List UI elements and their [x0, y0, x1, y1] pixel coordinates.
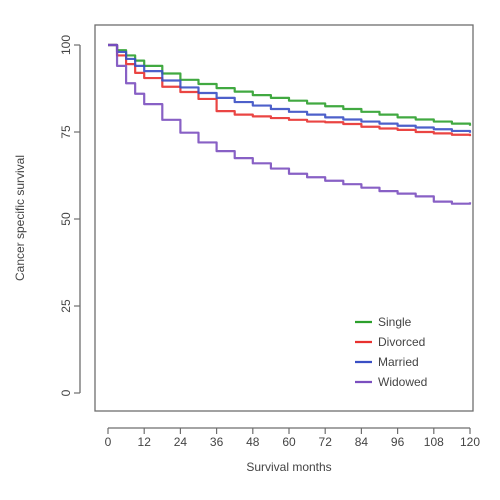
x-tick-label: 60 [282, 435, 296, 449]
series-lines [108, 43, 472, 205]
y-tick-label: 100 [59, 35, 73, 55]
x-tick-label: 12 [138, 435, 152, 449]
y-tick-label: 75 [59, 125, 73, 139]
x-tick-label: 84 [355, 435, 369, 449]
x-tick-label: 0 [105, 435, 112, 449]
series-line-married [108, 43, 472, 133]
legend-label-widowed: Widowed [378, 375, 427, 389]
legend-label-single: Single [378, 315, 412, 329]
x-axis-ticks: 0 12 24 36 48 60 72 84 96 108 120 [105, 428, 480, 449]
x-tick-label: 96 [391, 435, 405, 449]
legend-label-married: Married [378, 355, 419, 369]
x-tick-label: 48 [246, 435, 260, 449]
plot-frame [94, 24, 474, 412]
series-line-widowed [108, 43, 472, 205]
x-tick-label: 108 [424, 435, 444, 449]
x-tick-label: 72 [319, 435, 333, 449]
legend-label-divorced: Divorced [378, 335, 425, 349]
x-tick-label: 24 [174, 435, 188, 449]
series-line-single [108, 43, 472, 126]
series-line-divorced [108, 43, 472, 137]
y-axis-title: Cancer specific survival [13, 155, 27, 281]
y-tick-label: 0 [59, 389, 73, 396]
y-tick-label: 50 [59, 212, 73, 226]
y-tick-label: 25 [59, 299, 73, 313]
x-tick-label: 120 [460, 435, 480, 449]
y-axis-ticks: 0 25 50 75 100 [59, 35, 80, 396]
legend: Single Divorced Married Widowed [355, 315, 427, 389]
x-tick-label: 36 [210, 435, 224, 449]
x-axis-title: Survival months [246, 460, 331, 474]
